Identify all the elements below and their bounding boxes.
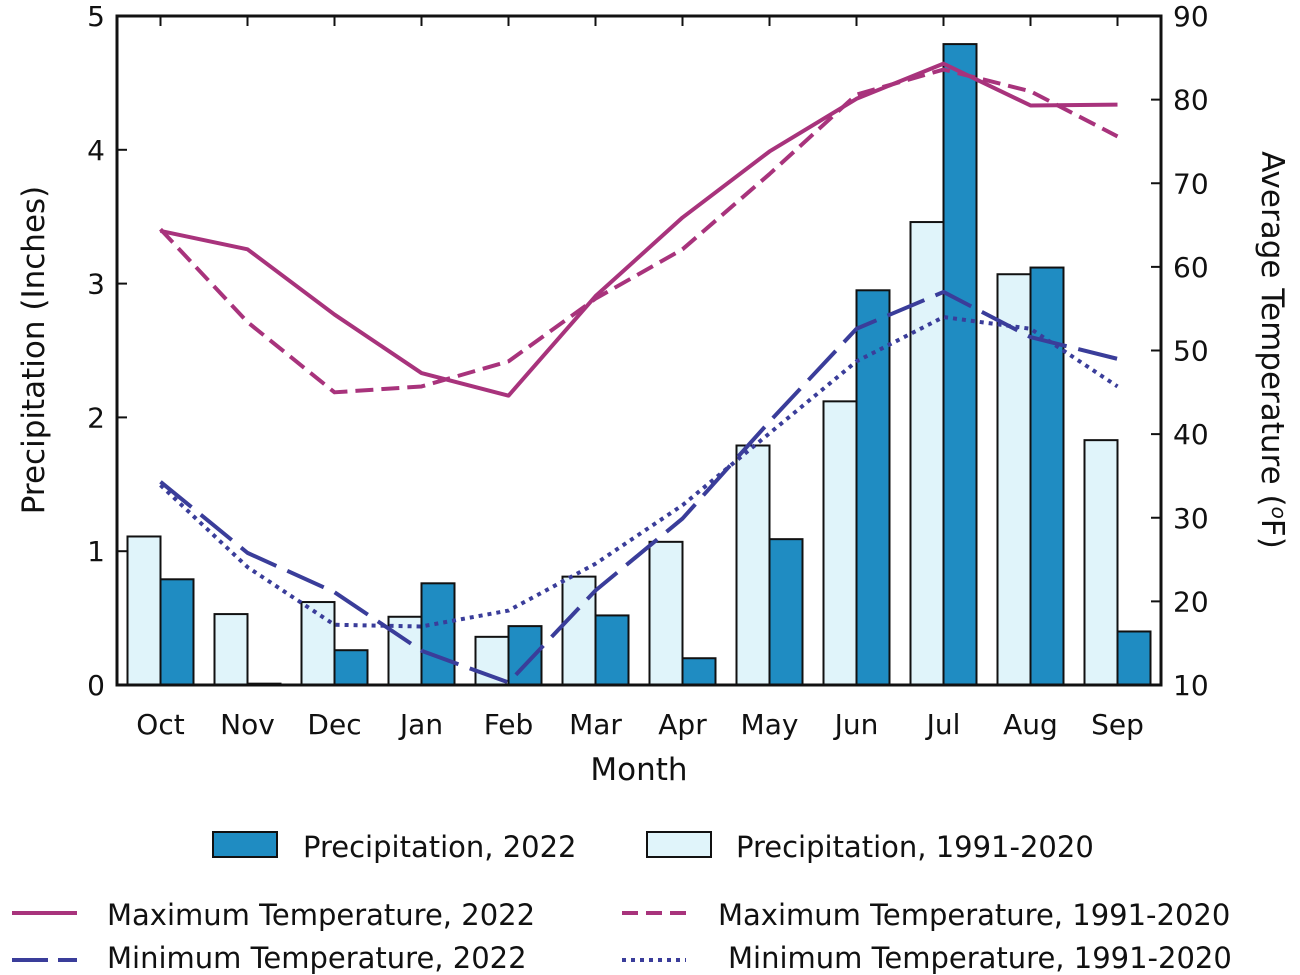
right-tick-label: 90 (1173, 0, 1209, 33)
x-tick-label: Jan (398, 708, 443, 741)
bar-2022-oct (159, 578, 195, 686)
bar-normal-dec (300, 601, 336, 687)
right-tick-label: 10 (1173, 669, 1209, 702)
left-tick-label: 5 (87, 0, 105, 33)
left-tick-label: 2 (87, 401, 105, 434)
legend-label-min-normal: Minimum Temperature, 1991-2020 (728, 941, 1232, 975)
x-axis-title: Month (590, 752, 687, 788)
right-axis: 10 20 30 40 50 60 70 80 90 (1151, 0, 1209, 702)
left-tick-label: 4 (87, 134, 105, 167)
left-tick-label: 0 (87, 669, 105, 702)
bar-normal-oct (126, 535, 162, 686)
x-tick-label: Jun (833, 708, 879, 741)
right-tick-label: 30 (1173, 502, 1209, 535)
right-tick-label: 60 (1173, 251, 1209, 284)
x-tick-label: Mar (569, 708, 622, 741)
bar-2022-may (768, 538, 804, 687)
bar-2022-sep (1116, 630, 1152, 686)
left-tick-label: 3 (87, 268, 105, 301)
bar-normal-may (735, 444, 771, 686)
bar-normal-sep (1083, 439, 1119, 686)
legend-label-max-2022: Maximum Temperature, 2022 (107, 898, 535, 932)
bar-normal-apr (648, 540, 684, 686)
bar-2022-jun (855, 289, 891, 686)
right-tick-label: 50 (1173, 335, 1209, 368)
legend-label-precip-normal: Precipitation, 1991-2020 (736, 830, 1094, 864)
x-tick-label: Nov (220, 708, 275, 741)
x-tick-label: Dec (307, 708, 361, 741)
bar-2022-jan (420, 582, 456, 687)
x-tick-label: Sep (1091, 708, 1144, 741)
line-min-temp-normal (159, 315, 1119, 629)
legend-label-max-normal: Maximum Temperature, 1991-2020 (718, 898, 1230, 932)
legend: Precipitation, 2022 Precipitation, 1991-… (12, 830, 1232, 975)
line-min-temp-2022 (159, 289, 1118, 685)
x-axis: Oct Nov Dec Jan Feb Mar Apr May Jun Jul Aug Sep (136, 16, 1144, 741)
right-tick-label: 80 (1173, 84, 1209, 117)
y2-axis-title: Average Temperature (oF) (1254, 151, 1291, 549)
legend-label-precip-2022: Precipitation, 2022 (303, 830, 577, 864)
y-axis-title: Precipitation (Inches) (16, 186, 52, 515)
right-tick-label: 40 (1173, 418, 1209, 451)
x-tick-label: Jul (925, 708, 961, 741)
bars-2022-precip (159, 43, 1152, 687)
bar-2022-mar (594, 614, 630, 687)
legend-swatch-precip-normal (646, 831, 712, 858)
left-axis: 0 1 2 3 4 5 (87, 0, 127, 702)
bar-normal-jul (909, 221, 945, 686)
bar-normal-aug (996, 273, 1032, 686)
legend-label-min-2022: Minimum Temperature, 2022 (107, 941, 527, 975)
line-max-temp-2022 (160, 61, 1118, 398)
bar-2022-jul (942, 43, 978, 686)
x-tick-label: Apr (658, 708, 707, 741)
temperature-lines (159, 61, 1119, 685)
x-tick-label: Aug (1003, 708, 1058, 741)
left-tick-label: 1 (87, 535, 105, 568)
x-tick-label: Oct (136, 708, 184, 741)
bar-normal-nov (213, 613, 249, 686)
legend-swatch-precip-2022 (212, 831, 278, 858)
bar-2022-apr (681, 657, 717, 686)
right-tick-label: 70 (1173, 167, 1209, 200)
x-tick-label: Feb (484, 708, 534, 741)
bar-2022-dec (333, 649, 369, 686)
x-tick-label: May (741, 708, 799, 741)
right-tick-label: 20 (1173, 585, 1209, 618)
bar-normal-jun (822, 400, 858, 686)
line-max-temp-normal (159, 67, 1119, 395)
